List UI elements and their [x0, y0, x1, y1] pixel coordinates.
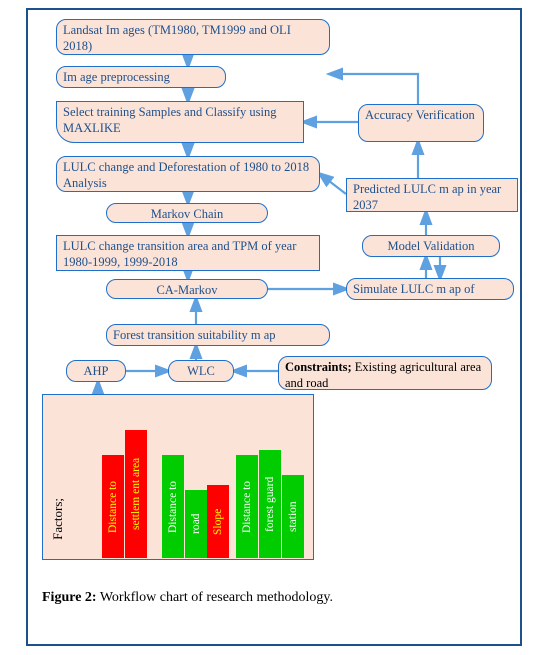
- factor-bar-6: forest guard: [259, 450, 281, 558]
- factor-bar-3: road: [185, 490, 207, 558]
- box-classify: Select training Samples and Classify usi…: [56, 101, 304, 143]
- box-constr: Constraints; Existing agricultural area …: [278, 356, 492, 390]
- box-ahp: AHP: [66, 360, 126, 382]
- box-accuracy: Accuracy Verification: [358, 104, 484, 142]
- box-preproc: Im age preprocessing: [56, 66, 226, 88]
- factor-bar-5: Distance to: [236, 455, 258, 558]
- factor-bar-2: Distance to: [162, 455, 184, 558]
- box-trans: LULC change transition area and TPM of y…: [56, 235, 320, 271]
- box-camarkov: CA-Markov: [106, 279, 268, 299]
- factor-bar-1: settlem ent area: [125, 430, 147, 558]
- factor-bar-7: station: [282, 475, 304, 558]
- box-landsat: Landsat Im ages (TM1980, TM1999 and OLI …: [56, 19, 330, 55]
- box-markov: Markov Chain: [106, 203, 268, 223]
- constraints-label: Constraints;: [285, 360, 352, 374]
- box-predicted: Predicted LULC m ap in year 2037: [346, 178, 518, 212]
- figure-number: Figure 2:: [42, 590, 97, 605]
- figure-caption-text: Workflow chart of research methodology.: [97, 590, 333, 605]
- box-modelval: Model Validation: [362, 235, 500, 257]
- factor-bar-4: Slope: [207, 485, 229, 558]
- box-suitmap: Forest transition suitability m ap: [106, 324, 330, 346]
- factor-bar-0: Distance to: [102, 455, 124, 558]
- box-simulate: Simulate LULC m ap of: [346, 278, 514, 300]
- box-lulc1980: LULC change and Deforestation of 1980 to…: [56, 156, 320, 192]
- box-wlc: WLC: [168, 360, 234, 382]
- factors-label: Factors;: [50, 498, 66, 540]
- figure-caption: Figure 2: Workflow chart of research met…: [42, 590, 333, 606]
- diagram-frame: Landsat Im ages (TM1980, TM1999 and OLI …: [26, 8, 522, 646]
